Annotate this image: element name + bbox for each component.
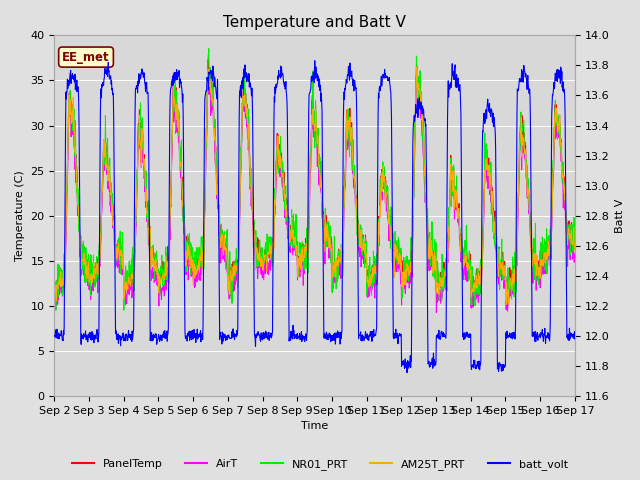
- Title: Temperature and Batt V: Temperature and Batt V: [223, 15, 406, 30]
- X-axis label: Time: Time: [301, 421, 328, 432]
- Y-axis label: Temperature (C): Temperature (C): [15, 170, 25, 261]
- Text: EE_met: EE_met: [62, 50, 110, 63]
- Y-axis label: Batt V: Batt V: [615, 199, 625, 233]
- Legend: PanelTemp, AirT, NR01_PRT, AM25T_PRT, batt_volt: PanelTemp, AirT, NR01_PRT, AM25T_PRT, ba…: [68, 455, 572, 474]
